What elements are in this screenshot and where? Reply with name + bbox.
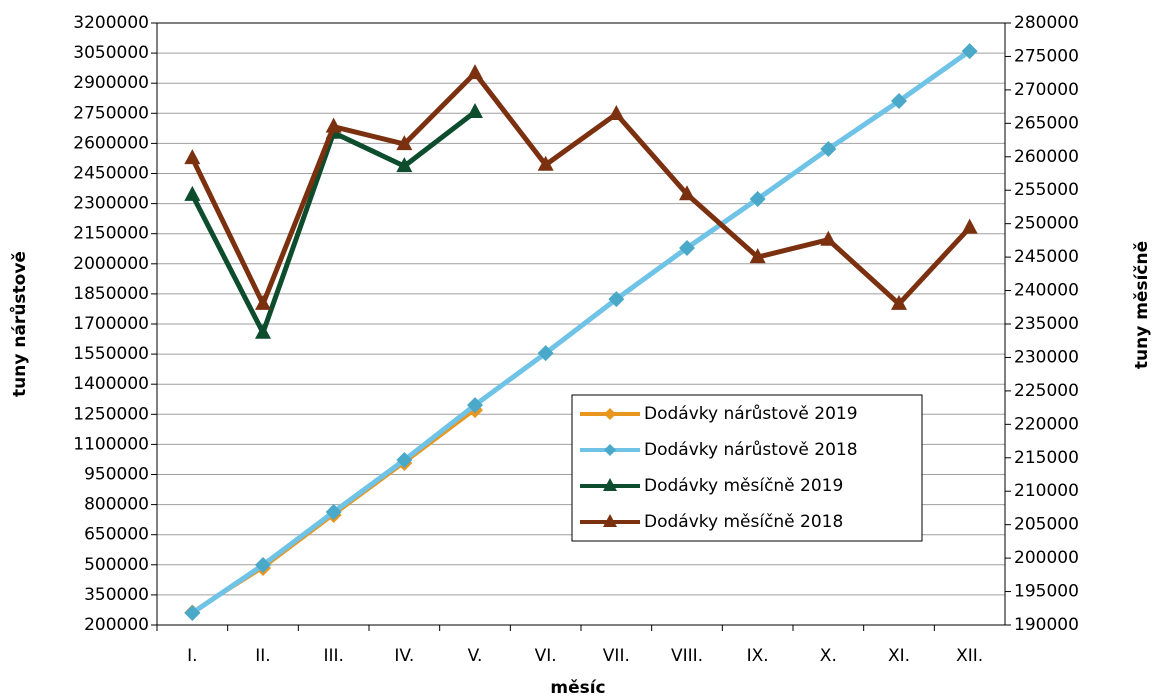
y-tick-label: 200000 <box>84 615 149 635</box>
y-tick-label: 3200000 <box>73 13 149 33</box>
data-point <box>396 157 413 173</box>
y-tick-label: 2900000 <box>73 73 149 93</box>
y-tick-label: 650000 <box>84 525 149 545</box>
y-tick-label: 3050000 <box>73 43 149 63</box>
y2-tick-label: 200000 <box>1014 548 1079 568</box>
data-point <box>184 185 201 201</box>
y-tick-label: 2750000 <box>73 103 149 123</box>
data-point <box>537 345 554 362</box>
data-point <box>679 239 695 256</box>
data-point <box>608 291 625 308</box>
x-axis-title: měsíc <box>550 678 605 698</box>
y2-axis-title: tuny měsíčně <box>1132 241 1152 369</box>
y-tick-label: 2000000 <box>73 254 149 274</box>
data-point <box>396 135 413 151</box>
y2-tick-label: 240000 <box>1014 281 1079 301</box>
y2-tick-label: 210000 <box>1014 481 1079 501</box>
legend-label: Dodávky měsíčně 2019 <box>644 476 843 496</box>
data-point <box>184 149 201 165</box>
data-point <box>255 557 271 574</box>
data-point <box>961 218 978 234</box>
data-point <box>255 323 271 339</box>
x-tick-label: III. <box>323 646 343 666</box>
y2-tick-label: 245000 <box>1014 247 1079 267</box>
data-point <box>749 190 766 207</box>
data-point <box>749 248 766 264</box>
y2-tick-label: 235000 <box>1014 314 1079 334</box>
data-point <box>467 64 483 80</box>
legend-label: Dodávky měsíčně 2018 <box>644 512 843 532</box>
y2-tick-label: 215000 <box>1014 448 1079 468</box>
y-tick-label: 1700000 <box>73 314 149 334</box>
x-tick-label: XI. <box>888 646 910 666</box>
data-point <box>325 504 342 521</box>
y-tick-label: 2150000 <box>73 224 149 244</box>
legend-label: Dodávky nárůstově 2019 <box>644 404 858 424</box>
y-tick-label: 1850000 <box>73 284 149 304</box>
y-tick-label: 1550000 <box>73 344 149 364</box>
y-tick-label: 1250000 <box>73 404 149 424</box>
data-point <box>820 141 837 158</box>
x-tick-label: V. <box>468 646 483 666</box>
series-line <box>190 70 972 307</box>
y-tick-label: 2300000 <box>73 194 149 214</box>
y2-tick-label: 225000 <box>1014 381 1079 401</box>
y2-tick-label: 265000 <box>1014 113 1079 133</box>
x-tick-label: VII. <box>603 646 630 666</box>
data-point <box>820 230 837 246</box>
data-point <box>608 104 625 120</box>
y-tick-label: 350000 <box>84 585 149 605</box>
data-point <box>467 397 483 414</box>
series-line <box>190 49 972 616</box>
y2-tick-label: 230000 <box>1014 347 1079 367</box>
legend-marker <box>604 408 616 420</box>
data-point <box>184 604 201 621</box>
y-tick-label: 800000 <box>84 495 149 515</box>
y-tick-label: 950000 <box>84 465 149 485</box>
x-tick-label: IV. <box>394 646 414 666</box>
data-point <box>467 102 483 118</box>
legend-marker <box>603 478 617 491</box>
legend-marker <box>604 444 616 456</box>
y2-tick-label: 205000 <box>1014 515 1079 535</box>
y2-tick-label: 270000 <box>1014 80 1079 100</box>
x-tick-label: IX. <box>747 646 769 666</box>
x-tick-label: XII. <box>956 646 983 666</box>
y2-tick-label: 220000 <box>1014 414 1079 434</box>
y2-tick-label: 280000 <box>1014 13 1079 33</box>
y-tick-label: 500000 <box>84 555 149 575</box>
y-tick-label: 2600000 <box>73 133 149 153</box>
data-point <box>537 155 554 171</box>
y2-tick-label: 250000 <box>1014 214 1079 234</box>
x-tick-label: II. <box>255 646 270 666</box>
y2-tick-label: 260000 <box>1014 147 1079 167</box>
x-tick-label: I. <box>187 646 197 666</box>
x-tick-label: X. <box>820 646 837 666</box>
y2-tick-label: 190000 <box>1014 615 1079 635</box>
data-point <box>325 117 342 133</box>
data-point <box>396 452 413 469</box>
legend-marker <box>603 514 617 527</box>
y-tick-label: 1400000 <box>73 374 149 394</box>
y2-tick-label: 255000 <box>1014 180 1079 200</box>
data-point <box>891 93 907 110</box>
y-tick-label: 1100000 <box>73 434 149 454</box>
y-axis-title: tuny nárůstově <box>8 251 30 397</box>
x-tick-label: VI. <box>535 646 557 666</box>
x-tick-label: VIII. <box>671 646 703 666</box>
data-point <box>255 294 271 310</box>
data-point <box>679 185 695 201</box>
legend-label: Dodávky nárůstově 2018 <box>644 440 858 460</box>
y2-tick-label: 195000 <box>1014 582 1079 602</box>
data-point <box>891 294 907 310</box>
legend-box <box>571 394 923 542</box>
data-point <box>961 43 978 60</box>
y2-tick-label: 275000 <box>1014 46 1079 66</box>
y-tick-label: 2450000 <box>73 164 149 184</box>
